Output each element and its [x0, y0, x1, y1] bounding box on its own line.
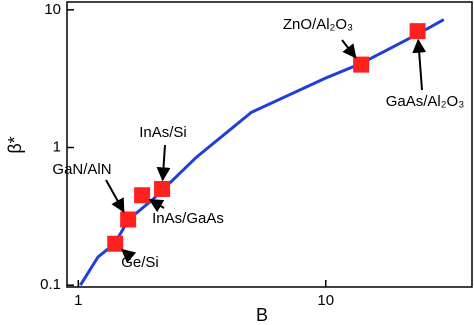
annotation-arrow: [156, 144, 171, 182]
annotation-arrow: [341, 39, 357, 59]
data-point: [409, 23, 426, 40]
y-tick-label: 0.1: [40, 276, 61, 293]
y-tick-label: 1: [53, 138, 61, 155]
point-label: GaN/AlN: [52, 161, 111, 178]
point-label: GaAs/Al₂O₃: [386, 93, 465, 110]
data-point: [120, 211, 137, 228]
annotation-arrow: [121, 248, 137, 264]
data-point: [154, 180, 171, 197]
data-point: [134, 187, 151, 204]
annotation-arrow: [105, 179, 125, 213]
x-tick-label: 10: [317, 292, 334, 309]
point-label: Ge/Si: [121, 254, 159, 271]
point-label: ZnO/Al₂O₃: [283, 16, 353, 33]
y-axis-label: β*: [5, 136, 25, 153]
x-tick-label: 1: [74, 292, 82, 309]
annotation-arrow: [412, 38, 427, 91]
point-label: InAs/Si: [139, 124, 187, 141]
annotation-arrow: [148, 198, 165, 213]
data-point: [353, 56, 370, 73]
fit-curve: [79, 18, 445, 286]
data-point: [107, 235, 124, 252]
x-axis-label: B: [256, 305, 268, 325]
point-label: InAs/GaAs: [152, 210, 224, 227]
plot-frame: [66, 1, 473, 288]
y-tick-label: 10: [44, 1, 61, 18]
